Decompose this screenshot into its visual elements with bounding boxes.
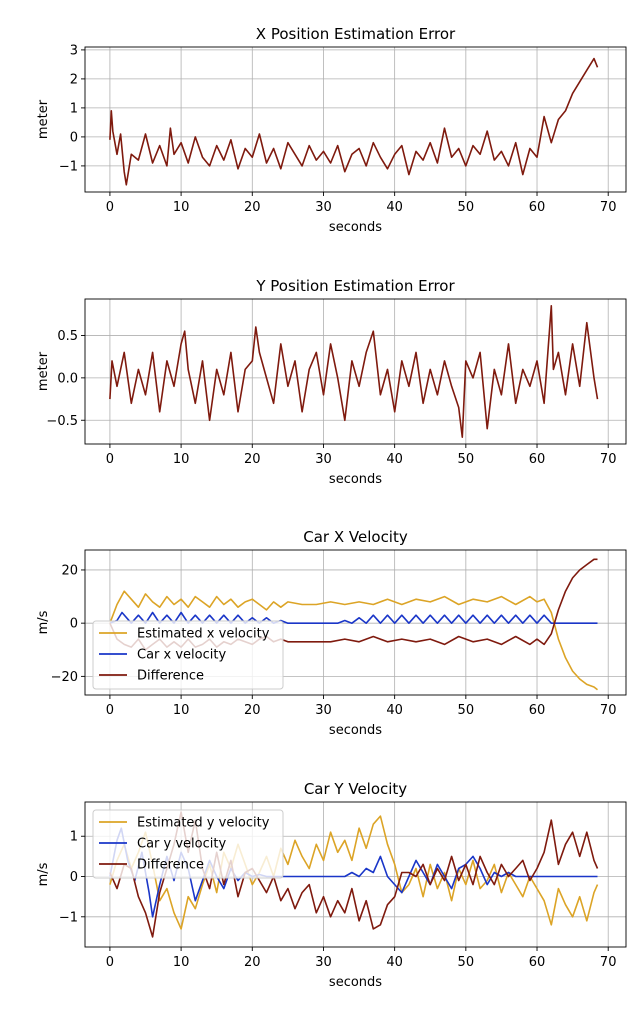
series-line-car-x-velocity [109,611,598,625]
x-tick-label: 30 [315,452,332,467]
y-tick-label: −1 [59,159,78,174]
y-tick-label: 0 [70,617,78,632]
y-tick-label: 0 [70,870,78,885]
y-tick-label: 20 [61,563,78,578]
x-tick-label: 20 [244,452,261,467]
x-axis-label: seconds [329,220,382,235]
x-tick-label: 10 [173,452,190,467]
series-line-error [109,57,599,186]
x-tick-label: 10 [173,200,190,215]
axes-frame [84,298,627,445]
x-tick-label: 30 [315,955,332,970]
x-tick-label: 60 [529,955,546,970]
x-tick-label: 30 [315,703,332,718]
x-axis-label: seconds [329,975,382,990]
series-line-estimated-x-velocity [109,590,598,691]
x-tick-label: 30 [315,200,332,215]
x-axis-label: seconds [329,723,382,738]
x-tick-label: 20 [244,955,261,970]
series-line-estimated-y-velocity [109,815,599,930]
grid [85,47,626,192]
x-tick-label: 10 [173,703,190,718]
x-tick-label: 50 [458,452,475,467]
x-tick-label: 40 [386,955,403,970]
legend-label: Car y velocity [137,837,226,852]
y-tick-label: 3 [70,43,78,58]
x-tick-label: 70 [600,200,617,215]
series-group [109,57,599,186]
legend-label: Difference [137,669,204,684]
x-axis-label: seconds [329,472,382,487]
x-tick-label: 50 [458,955,475,970]
x-tick-label: 0 [106,703,114,718]
y-tick-label: 1 [70,101,78,116]
chart-title: Car Y Velocity [304,780,407,798]
chart-title: Car X Velocity [303,528,408,546]
chart-panel-2: 0 10 20 30 40 50 60 70 −0.5 0.0 0.5 Y Position Esti… [36,277,627,487]
chart-title: Y Position Estimation Error [255,277,455,295]
x-tick-label: 70 [600,955,617,970]
x-tick-label: 0 [106,452,114,467]
y-axis-label: m/s [36,610,51,634]
legend: Estimated x velocity Car x velocity Differ… [92,620,284,690]
x-tick-label: 40 [386,703,403,718]
x-tick-label: 0 [106,955,114,970]
y-tick-label: 2 [70,72,78,87]
chart-panel-4: 0 10 20 30 40 50 60 70 −1 0 1 Car Y Velocity seconds… [36,780,627,990]
legend-label: Car x velocity [137,648,226,663]
series-group [109,304,599,439]
y-tick-label: 0 [70,130,78,145]
legend-frame [92,809,284,879]
y-tick-label: 0.5 [57,329,78,344]
x-tick-label: 10 [173,955,190,970]
y-tick-label: 0.0 [57,371,78,386]
legend-label: Estimated y velocity [137,816,270,831]
legend-frame [92,620,284,690]
x-tick-label: 60 [529,452,546,467]
x-tick-label: 50 [458,200,475,215]
axes-frame [84,801,627,948]
x-tick-label: 40 [386,200,403,215]
x-tick-label: 20 [244,703,261,718]
x-tick-label: 70 [600,703,617,718]
y-tick-label: −0.5 [46,414,78,429]
x-tick-label: 70 [600,452,617,467]
axes-frame [84,46,627,193]
x-tick-label: 50 [458,703,475,718]
series-line-error [109,304,599,439]
chart-title: X Position Estimation Error [256,25,456,43]
axes-frame [84,549,627,696]
chart-panel-3: 0 10 20 30 40 50 60 70 −20 0 20 Car X Velocity secon… [36,528,627,738]
x-tick-label: 20 [244,200,261,215]
y-tick-label: −20 [51,670,78,685]
x-tick-label: 40 [386,452,403,467]
x-tick-label: 60 [529,200,546,215]
x-tick-label: 0 [106,200,114,215]
legend-label: Difference [137,858,204,873]
y-axis-label: meter [36,99,51,139]
y-axis-label: meter [36,351,51,391]
y-tick-label: 1 [70,830,78,845]
x-tick-label: 60 [529,703,546,718]
chart-panel-1: 0 10 20 30 40 50 60 70 −1 0 1 2 3 X Position Estimati… [36,25,627,235]
y-tick-label: −1 [59,910,78,925]
y-axis-label: m/s [36,862,51,886]
legend: Estimated y velocity Car y velocity Differ… [92,809,284,879]
legend-label: Estimated x velocity [137,627,270,642]
